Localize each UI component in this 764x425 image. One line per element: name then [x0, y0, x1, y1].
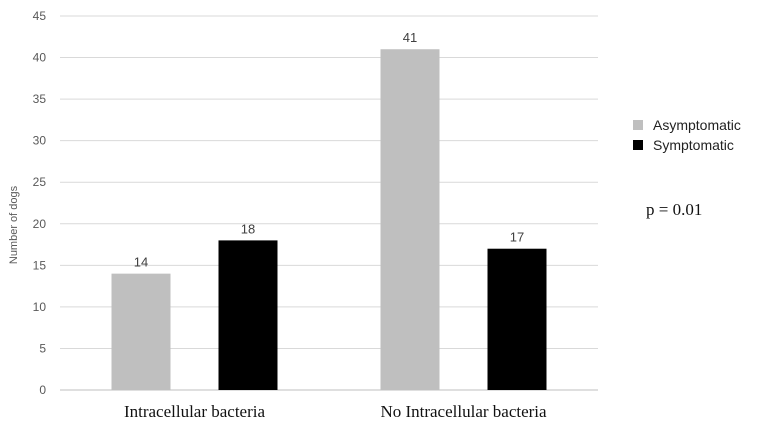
category-label: No Intracellular bacteria — [380, 402, 547, 421]
y-tick-label: 0 — [39, 383, 46, 397]
y-tick-label: 10 — [33, 300, 47, 314]
legend: Asymptomatic Symptomatic — [633, 117, 741, 153]
bar-symptomatic-1 — [487, 248, 547, 390]
data-label: 14 — [134, 255, 148, 270]
y-axis-title: Number of dogs — [8, 185, 20, 264]
bar-symptomatic-0 — [218, 240, 278, 390]
y-tick-label: 20 — [33, 217, 47, 231]
legend-swatch — [633, 140, 643, 150]
bar-asymptomatic-0 — [111, 273, 171, 390]
y-tick-label: 30 — [33, 134, 47, 148]
y-tick-label: 40 — [33, 51, 47, 65]
data-label: 17 — [510, 230, 524, 245]
p-value-annotation: p = 0.01 — [646, 200, 702, 219]
y-tick-label: 5 — [39, 341, 46, 355]
bar-asymptomatic-1 — [380, 49, 440, 390]
category-labels: Intracellular bacteria No Intracellular b… — [124, 402, 547, 421]
y-tick-label: 25 — [33, 175, 47, 189]
data-label: 18 — [241, 221, 255, 236]
legend-label: Asymptomatic — [653, 117, 741, 133]
y-tick-labels: 0 5 10 15 20 25 30 35 40 45 — [33, 9, 47, 397]
data-label: 41 — [403, 30, 417, 45]
category-label: Intracellular bacteria — [124, 402, 266, 421]
legend-label: Symptomatic — [653, 137, 734, 153]
y-tick-label: 45 — [33, 9, 47, 23]
legend-swatch — [633, 120, 643, 130]
data-labels: 14 18 41 17 — [134, 30, 524, 269]
y-tick-label: 35 — [33, 92, 47, 106]
y-tick-label: 15 — [33, 258, 47, 272]
bars — [111, 49, 547, 390]
